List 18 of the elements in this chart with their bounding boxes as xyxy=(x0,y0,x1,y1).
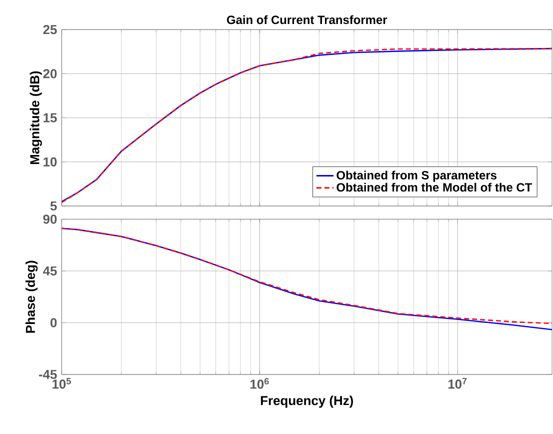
y-tick-label: 45 xyxy=(42,266,57,276)
y-tick-label: 0 xyxy=(50,318,57,328)
y-tick-label: 10 xyxy=(44,157,57,166)
x-tick-label: 10$^{5}$ xyxy=(52,378,71,389)
y-tick-label: 25 xyxy=(43,25,57,34)
legend-label: Obtained from the Model of the CT xyxy=(336,182,532,192)
y-tick-label: 15 xyxy=(44,113,57,122)
y-tick-label: 5 xyxy=(50,201,57,211)
chart-title: Gain of Current Transformer xyxy=(226,15,388,24)
x-tick-label: 10$^{7}$ xyxy=(448,378,467,389)
legend-label: Obtained from S parameters xyxy=(336,170,496,182)
y-tick-label: -45 xyxy=(38,370,57,380)
y-axis-title: Phase (deg) xyxy=(25,260,38,333)
x-tick-label: 10$^{6}$ xyxy=(250,378,269,389)
y-tick-label: 20 xyxy=(43,69,57,78)
y-tick-label: 90 xyxy=(43,214,57,224)
y-axis-title: Magnitude (dB) xyxy=(30,71,42,164)
x-axis-title: Frequency (Hz) xyxy=(260,396,353,408)
